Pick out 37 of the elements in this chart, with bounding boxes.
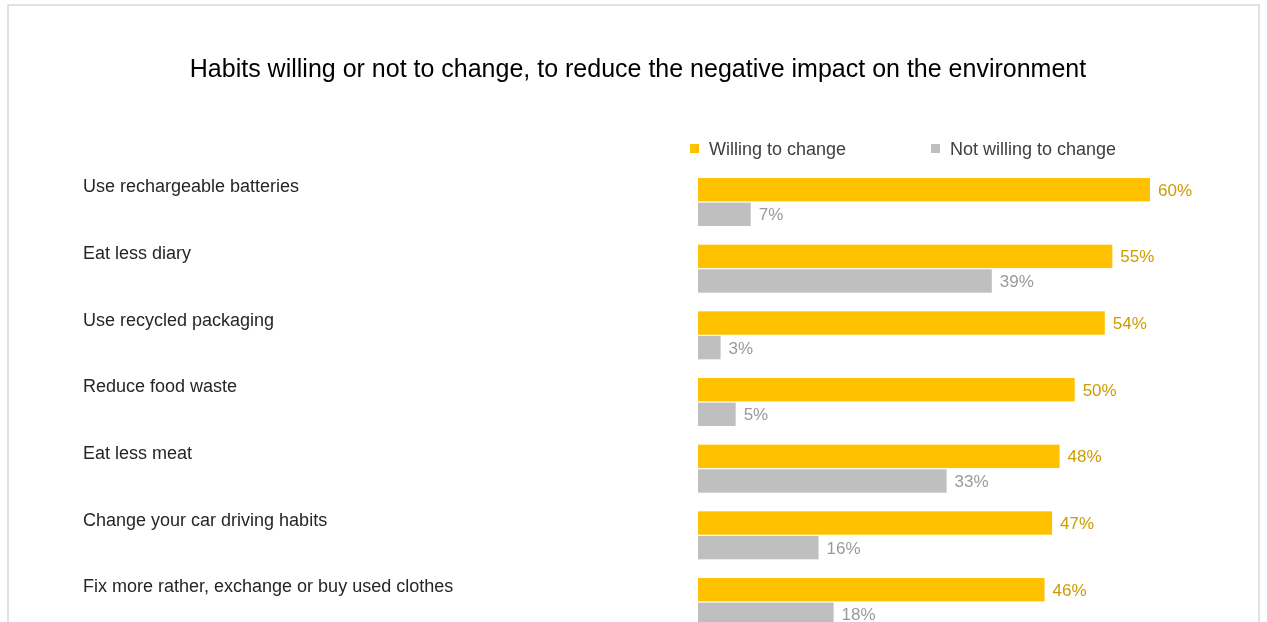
bar	[698, 378, 1075, 402]
bar	[698, 402, 736, 426]
y-tick-label: Eat less diary	[83, 242, 192, 263]
bar	[698, 269, 992, 293]
legend-label: Not willing to change	[950, 139, 1117, 160]
bar	[698, 578, 1045, 602]
data-label: 60%	[1158, 180, 1193, 200]
bar	[698, 244, 1113, 269]
data-label: 39%	[999, 271, 1034, 291]
data-label: 16%	[826, 538, 861, 558]
bar	[698, 535, 819, 560]
chart-title: Habits willing or not to change, to reduce the negative impact on the environment	[189, 53, 1087, 82]
y-tick-label: Use recycled packaging	[83, 309, 275, 330]
y-tick-label: Eat less meat	[83, 442, 193, 463]
data-label: 46%	[1052, 580, 1087, 600]
data-label: 5%	[743, 405, 769, 425]
bar	[698, 335, 721, 360]
bar	[698, 202, 751, 226]
data-label: 48%	[1067, 447, 1102, 467]
data-label: 55%	[1120, 247, 1155, 267]
y-tick-label: Change your car driving habits	[83, 509, 328, 530]
data-label: 3%	[728, 338, 754, 358]
bar	[698, 178, 1150, 202]
y-tick-label: Fix more rather, exchange or buy used clothes	[83, 576, 454, 597]
y-tick-label: Reduce food waste	[83, 376, 238, 397]
data-label: 18%	[841, 605, 876, 622]
data-label: 50%	[1082, 380, 1117, 400]
bar	[698, 444, 1060, 469]
data-label: 7%	[758, 205, 784, 225]
bar	[698, 311, 1105, 335]
data-label: 54%	[1112, 313, 1147, 333]
bar	[698, 511, 1053, 535]
y-tick-label: Use rechargeable batteries	[83, 176, 300, 197]
data-label: 33%	[954, 471, 989, 491]
data-label: 47%	[1060, 513, 1095, 533]
bar	[698, 469, 947, 493]
legend-label: Willing to change	[709, 139, 847, 160]
